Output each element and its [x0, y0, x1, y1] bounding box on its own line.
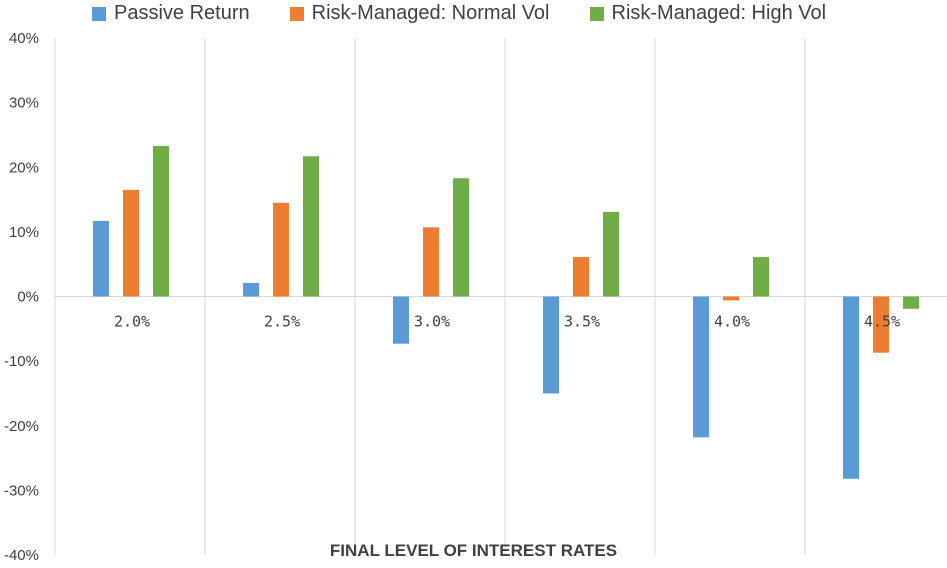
bar-risk-managed-high-vol	[153, 145, 169, 297]
y-tick-label: -30%	[4, 482, 39, 499]
y-tick-label: -20%	[4, 418, 39, 435]
legend: Passive Return Risk-Managed: Normal Vol …	[92, 2, 866, 25]
x-tick-label: 2.0%	[114, 313, 150, 331]
legend-label-high-vol: Risk-Managed: High Vol	[611, 2, 827, 24]
bar-risk-managed-normal-vol	[423, 227, 439, 297]
y-tick-label: 10%	[9, 224, 39, 241]
x-tick-label: 2.5%	[264, 313, 300, 331]
bar-passive-return	[543, 296, 559, 394]
x-tick-label: 4.0%	[714, 313, 750, 331]
bar-passive-return	[843, 296, 859, 479]
legend-swatch-normal-vol	[289, 6, 304, 21]
x-tick-label: 3.5%	[564, 313, 600, 331]
bar-passive-return	[243, 282, 259, 297]
bar-risk-managed-normal-vol	[873, 296, 889, 353]
bar-risk-managed-high-vol	[603, 211, 619, 297]
legend-swatch-high-vol	[589, 6, 604, 21]
bar-risk-managed-normal-vol	[273, 202, 289, 297]
x-tick-label: 4.5%	[864, 313, 900, 331]
bar-risk-managed-high-vol	[753, 257, 769, 297]
y-tick-label: -10%	[4, 353, 39, 370]
y-tick-label: 30%	[9, 95, 39, 112]
bar-risk-managed-normal-vol	[723, 296, 739, 301]
bar-passive-return	[393, 296, 409, 344]
bar-risk-managed-high-vol	[903, 296, 919, 309]
legend-item-normal-vol: Risk-Managed: Normal Vol	[289, 2, 550, 25]
bar-passive-return	[93, 220, 109, 297]
y-tick-label: 20%	[9, 159, 39, 176]
x-tick-label: 3.0%	[414, 313, 450, 331]
bar-risk-managed-normal-vol	[123, 189, 139, 297]
legend-label-passive-return: Passive Return	[114, 2, 250, 24]
legend-item-high-vol: Risk-Managed: High Vol	[589, 2, 827, 25]
legend-swatch-passive-return	[92, 6, 106, 21]
bar-risk-managed-high-vol	[303, 156, 319, 297]
y-tick-label: 40%	[9, 30, 39, 47]
legend-item-passive-return: Passive Return	[92, 2, 250, 25]
y-tick-label: 0%	[17, 289, 39, 306]
y-tick-label: -40%	[4, 547, 39, 564]
bar-passive-return	[693, 296, 709, 438]
legend-label-normal-vol: Risk-Managed: Normal Vol	[311, 2, 550, 24]
bar-risk-managed-normal-vol	[573, 257, 589, 297]
bar-risk-managed-high-vol	[453, 178, 469, 297]
x-axis-title: FINAL LEVEL OF INTEREST RATES	[329, 541, 618, 560]
